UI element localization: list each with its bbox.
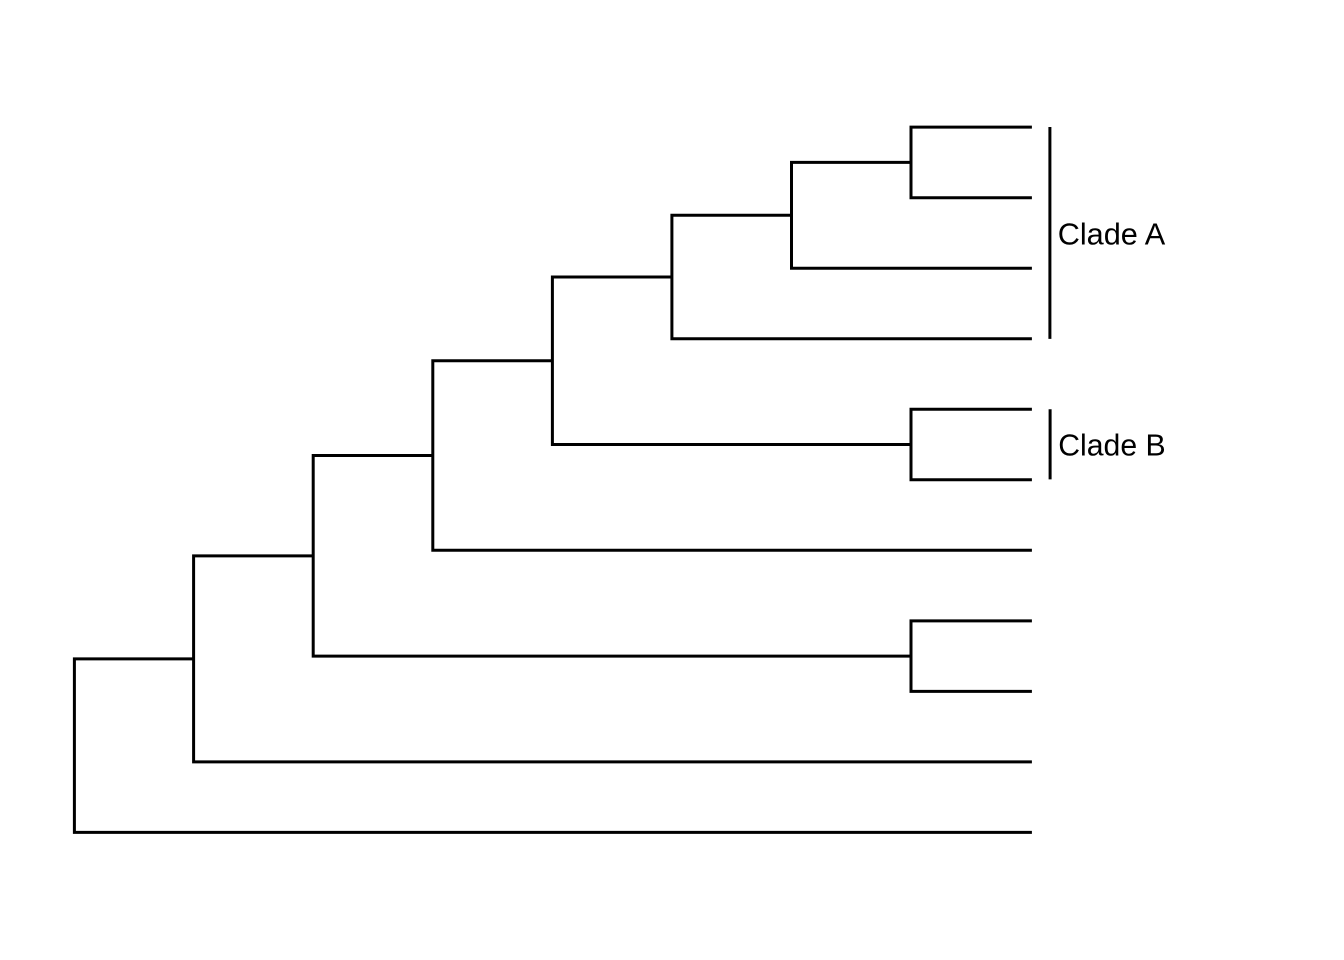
svg-text:Clade A: Clade A	[1058, 216, 1166, 251]
svg-text:Clade B: Clade B	[1058, 427, 1166, 462]
